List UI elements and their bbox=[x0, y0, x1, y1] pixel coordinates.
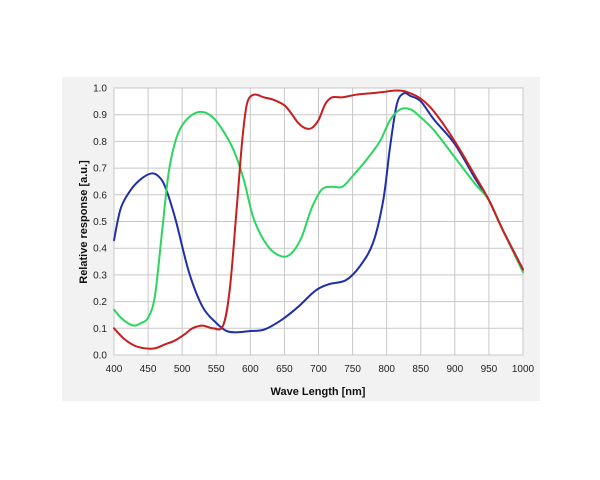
x-tick-label: 650 bbox=[276, 364, 293, 375]
x-tick-label: 450 bbox=[140, 364, 157, 375]
x-tick-label: 750 bbox=[344, 364, 361, 375]
x-tick-label: 600 bbox=[242, 364, 259, 375]
x-tick-label: 700 bbox=[310, 364, 327, 375]
y-tick-label: 0.9 bbox=[93, 110, 107, 121]
x-axis-title: Wave Length [nm] bbox=[271, 386, 366, 398]
tick-labels: 400 450 500 550 600 650 700 750 800 850 900 950 1000… bbox=[93, 84, 534, 376]
y-tick-label: 1.0 bbox=[93, 84, 107, 95]
y-axis-title: Relative response [a.u.] bbox=[78, 160, 90, 284]
x-tick-label: 850 bbox=[412, 364, 429, 375]
y-tick-label: 0.6 bbox=[93, 190, 107, 201]
x-tick-label: 550 bbox=[208, 364, 225, 375]
y-tick-label: 0.4 bbox=[93, 244, 107, 255]
y-tick-label: 0.2 bbox=[93, 297, 107, 308]
curve-blue bbox=[113, 92, 524, 334]
grid-lines bbox=[113, 87, 524, 356]
data-curves bbox=[113, 89, 524, 350]
y-tick-label: 0.7 bbox=[93, 164, 107, 175]
x-tick-label: 800 bbox=[378, 364, 395, 375]
x-tick-label: 400 bbox=[106, 364, 123, 375]
y-tick-label: 0.0 bbox=[93, 351, 107, 362]
plot-border bbox=[113, 87, 524, 356]
line-chart: 400 450 500 550 600 650 700 750 800 850 900 950 1000… bbox=[78, 84, 535, 399]
x-tick-label: 500 bbox=[174, 364, 191, 375]
curve-red bbox=[113, 89, 524, 350]
x-tick-label: 950 bbox=[481, 364, 498, 375]
y-tick-label: 0.8 bbox=[93, 137, 107, 148]
curve-green bbox=[113, 107, 524, 327]
y-tick-label: 0.3 bbox=[93, 270, 107, 281]
x-tick-label: 900 bbox=[446, 364, 463, 375]
y-tick-label: 0.1 bbox=[93, 324, 107, 335]
x-tick-label: 1000 bbox=[512, 364, 535, 375]
y-tick-label: 0.5 bbox=[93, 217, 107, 228]
chart-figure: 400 450 500 550 600 650 700 750 800 850 900 950 1000… bbox=[62, 77, 540, 401]
